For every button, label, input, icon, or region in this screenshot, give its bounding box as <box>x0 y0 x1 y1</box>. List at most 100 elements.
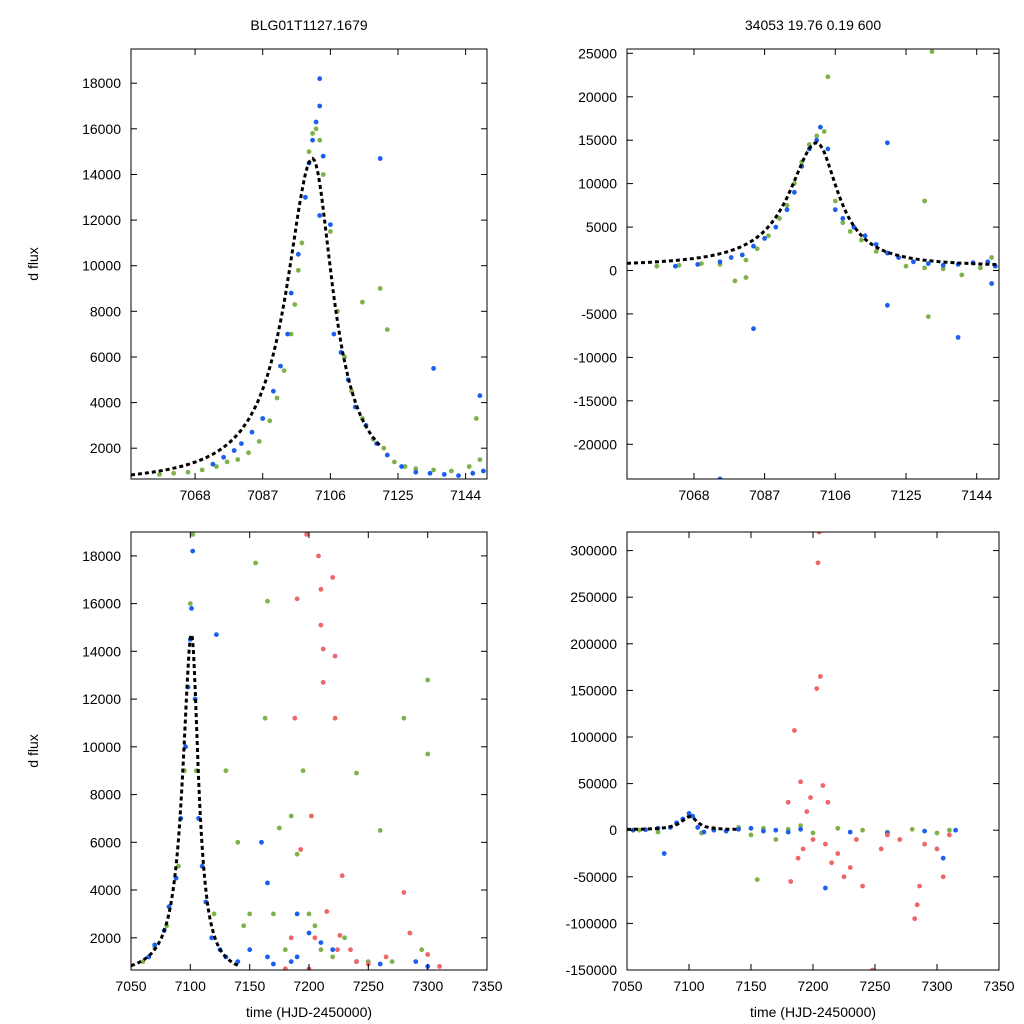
point-red-4 <box>798 779 803 785</box>
point-green-4 <box>214 464 219 469</box>
point-blue-6 <box>271 388 276 394</box>
point-green-33 <box>425 677 431 683</box>
x-tick-label-4: 7144 <box>450 487 481 503</box>
y-tick-label-4: 10000 <box>82 739 121 755</box>
point-blue-25 <box>399 464 404 469</box>
x-tick-label-1: 7087 <box>749 487 780 503</box>
point-green-19 <box>934 830 940 836</box>
point-red-13 <box>320 680 326 685</box>
point-green-34 <box>466 464 472 469</box>
point-blue-3 <box>661 851 667 856</box>
point-red-3 <box>294 596 300 602</box>
x-tick-label-4: 7250 <box>353 978 384 994</box>
point-green-7 <box>766 233 771 239</box>
point-blue-23 <box>925 261 931 266</box>
point-green-18 <box>909 826 915 832</box>
plot-frame <box>626 531 1000 971</box>
point-green-12 <box>288 331 294 337</box>
point-blue-19 <box>873 242 879 247</box>
point-blue-28 <box>330 947 336 953</box>
point-blue-1 <box>152 942 158 948</box>
point-green-4 <box>732 278 738 284</box>
point-red-15 <box>330 575 336 580</box>
point-blue-15 <box>832 207 838 213</box>
point-green-13 <box>292 302 298 307</box>
y-tick-label-0: 2000 <box>90 440 121 456</box>
point-green-13 <box>247 911 253 917</box>
point-blue-0 <box>210 461 216 467</box>
point-blue-27 <box>427 470 433 476</box>
point-green-23 <box>922 265 927 271</box>
point-green-6 <box>754 246 760 252</box>
point-red-3 <box>795 855 801 861</box>
point-green-31 <box>743 275 749 280</box>
point-red-19 <box>847 865 853 870</box>
point-red-14 <box>324 909 330 914</box>
x-tick-label-4: 7144 <box>961 487 992 503</box>
point-blue-35 <box>317 76 323 82</box>
point-green-20 <box>317 137 323 143</box>
point-blue-33 <box>265 880 270 886</box>
point-green-11 <box>281 368 287 373</box>
point-green-18 <box>847 229 853 234</box>
point-blue-26 <box>413 469 419 475</box>
x-tick-label-6: 7350 <box>983 978 1014 994</box>
point-blue-9 <box>695 825 701 830</box>
point-green-25 <box>318 947 324 953</box>
point-blue-3 <box>239 441 244 446</box>
point-green-22 <box>328 229 333 234</box>
model-curve <box>627 814 739 831</box>
point-red-30 <box>934 846 940 852</box>
x-tick-label-4: 7250 <box>859 978 890 994</box>
point-green-24 <box>342 354 347 360</box>
point-green-14 <box>253 560 258 566</box>
point-green-8 <box>256 439 262 444</box>
point-green-2 <box>699 261 704 266</box>
point-blue-10 <box>701 829 707 835</box>
point-red-27 <box>914 902 920 908</box>
point-green-10 <box>274 395 280 401</box>
x-tick-label-3: 7125 <box>890 487 921 503</box>
point-green-18 <box>310 131 315 136</box>
point-red-16 <box>332 653 338 659</box>
point-blue-23 <box>271 961 276 967</box>
point-blue-27 <box>318 940 324 945</box>
point-green-13 <box>798 823 803 828</box>
point-blue-13 <box>736 826 741 832</box>
point-green-0 <box>157 472 162 477</box>
point-green-18 <box>276 825 282 831</box>
point-red-20 <box>854 837 859 842</box>
point-blue-22 <box>265 954 270 960</box>
point-green-11 <box>773 837 779 842</box>
point-red-8 <box>312 935 318 941</box>
point-blue-13 <box>818 124 823 130</box>
y-tick-label-8: 18000 <box>82 75 121 91</box>
point-red-17 <box>332 715 338 721</box>
y-tick-label-5: 100000 <box>570 729 617 745</box>
plot-area <box>627 532 958 970</box>
x-tick-label-1: 7100 <box>673 978 704 994</box>
point-green-19 <box>282 947 288 953</box>
point-red-2 <box>292 715 298 721</box>
point-green-5 <box>187 601 193 606</box>
point-red-11 <box>318 622 324 628</box>
point-red-28 <box>917 883 922 889</box>
point-blue-36 <box>317 213 323 218</box>
ylabel-bottom: d flux <box>25 734 41 767</box>
point-blue-18 <box>862 233 868 239</box>
point-blue-9 <box>189 606 194 611</box>
y-tick-label-0: 2000 <box>90 930 121 946</box>
point-blue-33 <box>431 366 436 371</box>
point-red-14 <box>823 841 828 847</box>
point-green-10 <box>223 768 229 774</box>
panel-bottom-left: 7050 7100 7150 7200 7250 7300 7350 2000 4000 6000… <box>82 531 503 994</box>
panel-top-right: 7068 7087 7106 7125 7144 -20000 -15000 -10000 -5… <box>573 45 1000 503</box>
point-red-17 <box>835 851 841 856</box>
point-green-2 <box>185 469 191 475</box>
point-blue-20 <box>847 829 853 835</box>
point-blue-31 <box>481 468 486 474</box>
point-green-15 <box>299 240 305 246</box>
point-red-5 <box>304 532 309 537</box>
point-blue-5 <box>260 416 266 421</box>
